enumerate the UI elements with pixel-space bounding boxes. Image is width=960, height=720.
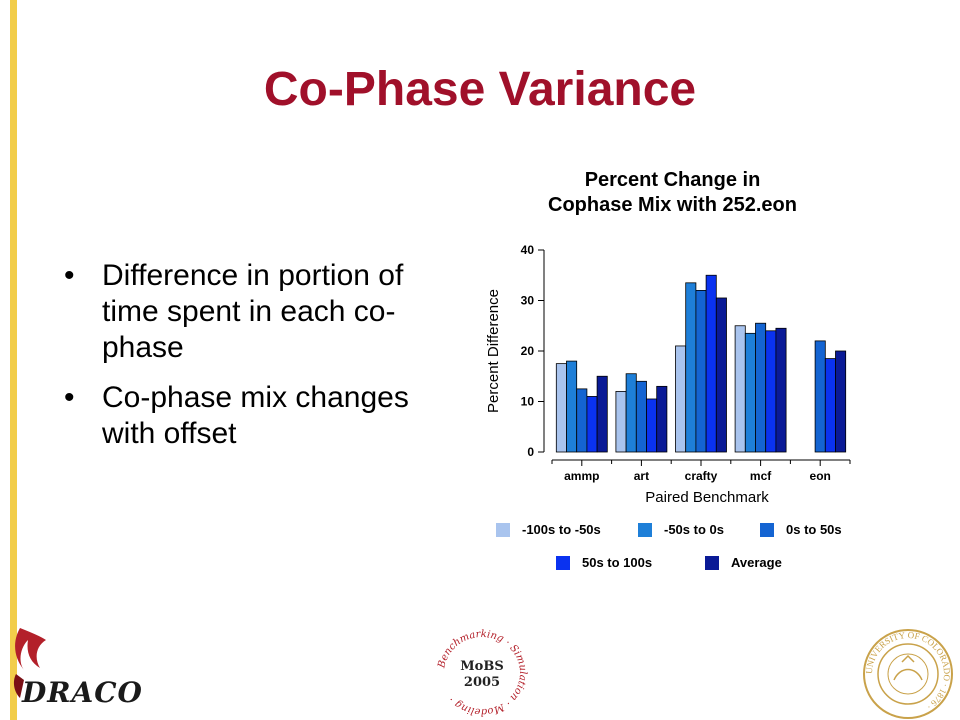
slide-title: Co-Phase Variance (263, 63, 697, 116)
bar (824, 358, 836, 453)
bar (705, 274, 717, 453)
x-axis-title: Paired Benchmark (645, 489, 769, 506)
bar (596, 375, 608, 453)
bar (744, 332, 756, 453)
y-tick-label: 20 (521, 344, 535, 358)
bullet-item: • Difference in portion of time spent in… (62, 258, 462, 366)
university-of-colorado-seal-icon: UNIVERSITY OF COLORADO · 1876 · (863, 629, 953, 719)
bar (695, 290, 707, 453)
legend-swatch (496, 523, 510, 537)
bar (576, 388, 588, 453)
bar (755, 322, 767, 453)
bar (656, 385, 668, 453)
legend-label: Average (731, 555, 782, 570)
bar (646, 398, 658, 453)
bullet-list: • Difference in portion of time spent in… (62, 258, 462, 466)
bar (586, 396, 598, 453)
bar (734, 325, 746, 453)
bar (775, 327, 787, 453)
chart-title-line-2: Cophase Mix with 252.eon (548, 194, 797, 216)
draco-dragon-logo-icon (13, 628, 47, 698)
legend-swatch (705, 556, 719, 570)
y-axis-title: Percent Difference (485, 289, 502, 413)
chart-title: Percent Change in Cophase Mix with 252.e… (480, 168, 865, 218)
legend-label: -50s to 0s (664, 522, 724, 537)
bullet-text: Co-phase mix changes with offset (102, 381, 409, 450)
y-tick-label: 10 (521, 395, 535, 409)
draco-logo-text: DRACO (22, 676, 143, 709)
bullet-dot-icon: • (64, 259, 75, 292)
bar (835, 350, 847, 453)
x-tick-label: eon (810, 469, 831, 483)
bar (555, 363, 567, 453)
legend-swatch (638, 523, 652, 537)
chart-title-line-1: Percent Change in (584, 169, 761, 191)
bullet-item: • Co-phase mix changes with offset (62, 380, 462, 452)
bar (566, 360, 578, 453)
bullet-dot-icon: • (64, 381, 75, 414)
bar-chart: 0 10 20 30 40 Percent Difference ammp art crafty… (485, 243, 851, 506)
bar (625, 373, 637, 453)
y-tick-label: 0 (527, 445, 534, 459)
bullet-text: Difference in portion of time spent in e… (102, 259, 404, 364)
mobs-2005-seal-icon: Benchmarking · Simulation · Modeling · M… (436, 629, 528, 717)
legend-label: 0s to 50s (786, 522, 842, 537)
legend-swatch (760, 523, 774, 537)
y-tick-label: 30 (521, 294, 535, 308)
bar (715, 297, 727, 453)
x-tick-label: ammp (564, 469, 599, 483)
y-tick-label: 40 (521, 243, 535, 257)
x-tick-label: art (634, 469, 649, 483)
legend-swatch (556, 556, 570, 570)
svg-text:MoBS: MoBS (460, 659, 503, 674)
bar (675, 345, 687, 453)
bar (765, 330, 777, 453)
bar (615, 390, 627, 453)
bar (814, 340, 826, 453)
svg-text:2005: 2005 (464, 675, 500, 690)
legend-label: -100s to -50s (522, 522, 601, 537)
left-accent-bar (10, 0, 17, 720)
x-tick-label: mcf (750, 469, 772, 483)
bar (635, 380, 647, 453)
legend-label: 50s to 100s (582, 555, 653, 570)
x-tick-label: crafty (685, 469, 718, 483)
bar (685, 282, 697, 453)
